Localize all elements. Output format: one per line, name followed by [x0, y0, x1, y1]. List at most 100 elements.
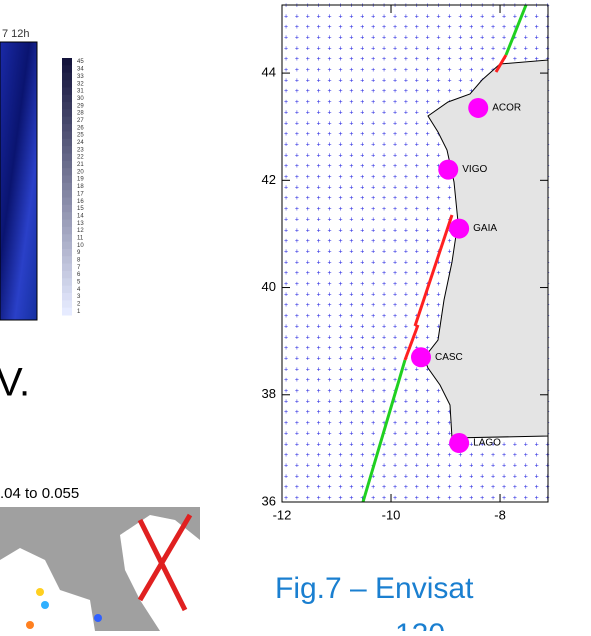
grid-dot: +: [317, 238, 321, 245]
grid-dot: +: [349, 377, 353, 384]
grid-dot: +: [437, 78, 441, 85]
grid-dot: +: [295, 420, 299, 427]
grid-dot: +: [306, 420, 310, 427]
grid-dot: +: [404, 259, 408, 266]
grid-dot: +: [317, 473, 321, 480]
grid-dot: +: [404, 324, 408, 331]
grid-dot: +: [393, 441, 397, 448]
grid-dot: +: [360, 366, 364, 373]
grid-dot: +: [426, 431, 430, 438]
grid-dot: +: [458, 45, 462, 52]
grid-dot: +: [295, 473, 299, 480]
grid-dot: +: [458, 463, 462, 470]
grid-dot: +: [349, 334, 353, 341]
grid-dot: +: [491, 56, 495, 63]
grid-dot: +: [437, 409, 441, 416]
grid-dot: +: [360, 67, 364, 74]
grid-dot: +: [415, 163, 419, 170]
grid-dot: +: [284, 377, 288, 384]
y-tick-label: 42: [262, 172, 276, 187]
grid-dot: +: [360, 249, 364, 256]
grid-dot: +: [284, 420, 288, 427]
grid-dot: +: [328, 495, 332, 502]
colorbar-swatch: [62, 271, 72, 279]
colorbar-swatch: [62, 175, 72, 183]
grid-dot: +: [338, 356, 342, 363]
grid-dot: +: [328, 174, 332, 181]
colorbar-label: 10: [77, 243, 84, 249]
grid-dot: +: [382, 452, 386, 459]
grid-dot: +: [338, 206, 342, 213]
grid-dot: +: [404, 185, 408, 192]
grid-dot: +: [295, 313, 299, 320]
colorbar-swatch: [62, 198, 72, 206]
grid-dot: +: [338, 452, 342, 459]
grid-dot: +: [513, 484, 517, 491]
grid-dot: +: [338, 270, 342, 277]
grid-dot: +: [458, 484, 462, 491]
grid-dot: +: [295, 99, 299, 106]
grid-dot: +: [338, 217, 342, 224]
grid-dot: +: [447, 206, 451, 213]
grid-dot: +: [349, 142, 353, 149]
grid-dot: +: [317, 120, 321, 127]
grid-dot: +: [349, 431, 353, 438]
grid-dot: +: [317, 399, 321, 406]
grid-dot: +: [404, 281, 408, 288]
grid-dot: +: [404, 217, 408, 224]
grid-dot: +: [404, 195, 408, 202]
grid-dot: +: [349, 13, 353, 20]
grid-dot: +: [328, 238, 332, 245]
grid-dot: +: [426, 88, 430, 95]
grid-dot: +: [306, 441, 310, 448]
grid-dot: +: [360, 142, 364, 149]
grid-dot: +: [393, 377, 397, 384]
grid-dot: +: [458, 24, 462, 31]
grid-dot: +: [317, 185, 321, 192]
grid-dot: +: [382, 473, 386, 480]
grid-dot: +: [458, 452, 462, 459]
grid-dot: +: [306, 163, 310, 170]
grid-dot: +: [382, 131, 386, 138]
grid-dot: +: [317, 99, 321, 106]
grid-dot: +: [426, 495, 430, 502]
grid-dot: +: [502, 484, 506, 491]
grid-dot: +: [284, 302, 288, 309]
grid-dot: +: [328, 152, 332, 159]
grid-dot: +: [328, 88, 332, 95]
grid-dot: +: [371, 388, 375, 395]
grid-dot: +: [328, 324, 332, 331]
colorbar-label: 45: [77, 59, 84, 65]
grid-dot: +: [404, 120, 408, 127]
grid-dot: +: [447, 56, 451, 63]
grid-dot: +: [360, 345, 364, 352]
grid-dot: +: [393, 452, 397, 459]
grid-dot: +: [371, 292, 375, 299]
grid-dot: +: [382, 56, 386, 63]
grid-dot: +: [535, 495, 539, 502]
grid-dot: +: [284, 152, 288, 159]
grid-dot: +: [371, 67, 375, 74]
grid-dot: +: [317, 431, 321, 438]
grid-dot: +: [338, 377, 342, 384]
grid-dot: +: [338, 152, 342, 159]
colorbar-swatch: [62, 139, 72, 147]
grid-dot: +: [317, 420, 321, 427]
grid-dot: +: [317, 195, 321, 202]
grid-dot: +: [404, 366, 408, 373]
grid-dot: +: [404, 495, 408, 502]
grid-dot: +: [349, 366, 353, 373]
grid-dot: +: [415, 452, 419, 459]
grid-dot: +: [415, 142, 419, 149]
grid-dot: +: [349, 195, 353, 202]
grid-dot: +: [360, 281, 364, 288]
grid-dot: +: [306, 463, 310, 470]
grid-dot: +: [284, 388, 288, 395]
grid-dot: +: [295, 185, 299, 192]
grid-dot: +: [404, 174, 408, 181]
grid-dot: +: [415, 24, 419, 31]
grid-dot: +: [328, 110, 332, 117]
grid-dot: +: [306, 495, 310, 502]
grid-dot: +: [437, 195, 441, 202]
grid-dot: +: [426, 227, 430, 234]
